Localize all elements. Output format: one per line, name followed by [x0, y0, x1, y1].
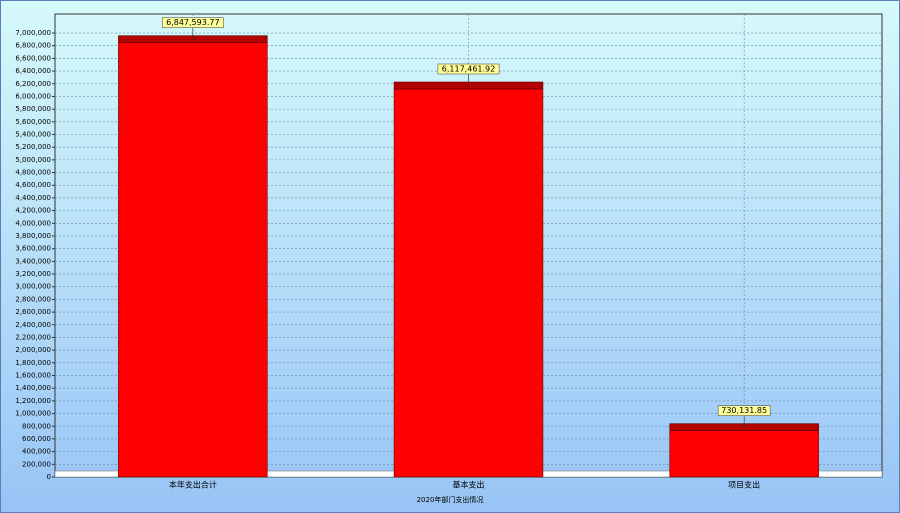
y-tick-label: 1,000,000	[15, 410, 51, 418]
y-tick-label: 1,800,000	[15, 359, 51, 367]
y-tick-label: 5,000,000	[15, 156, 51, 164]
y-tick-label: 3,400,000	[15, 257, 51, 265]
y-tick-label: 2,800,000	[15, 295, 51, 303]
y-tick-label: 3,800,000	[15, 232, 51, 240]
y-tick-label: 4,800,000	[15, 169, 51, 177]
y-tick-label: 5,200,000	[15, 143, 51, 151]
bar	[118, 42, 268, 478]
value-label-box	[161, 17, 224, 28]
y-tick-label: 4,200,000	[15, 207, 51, 215]
y-tick-label: 4,600,000	[15, 181, 51, 189]
chart-title: 2020年部门支出情况	[417, 495, 484, 504]
value-label: 6,117,461.92	[442, 65, 495, 74]
value-label: 730,131.85	[721, 406, 767, 415]
x-tick-label: 基本支出	[453, 480, 485, 490]
y-tick-label: 200,000	[22, 460, 51, 468]
y-tick-label: 0	[47, 473, 51, 481]
value-label-box	[437, 63, 500, 75]
bar	[393, 88, 544, 478]
x-tick-label: 本年支出合计	[169, 480, 217, 490]
y-tick-label: 400,000	[22, 448, 51, 456]
y-tick-label: 4,000,000	[15, 219, 51, 227]
x-tick-label: 项目支出	[728, 480, 760, 490]
y-tick-label: 800,000	[22, 422, 51, 430]
y-tick-label: 1,600,000	[15, 372, 51, 380]
y-tick-label: 2,200,000	[15, 333, 51, 341]
y-tick-label: 6,600,000	[15, 54, 51, 62]
bar	[669, 430, 819, 478]
y-tick-label: 4,400,000	[15, 194, 51, 202]
y-tick-label: 6,800,000	[15, 42, 51, 50]
y-tick-label: 5,800,000	[15, 105, 51, 113]
value-label-box	[717, 405, 771, 416]
value-label: 6,847,593.77	[166, 18, 219, 27]
y-tick-label: 1,200,000	[15, 397, 51, 405]
y-tick-label: 2,600,000	[15, 308, 51, 316]
y-tick-label: 7,000,000	[15, 29, 51, 37]
y-tick-label: 5,600,000	[15, 118, 51, 126]
y-tick-label: 3,600,000	[15, 245, 51, 253]
y-tick-label: 5,400,000	[15, 131, 51, 139]
y-tick-label: 600,000	[22, 435, 51, 443]
y-tick-label: 2,400,000	[15, 321, 51, 329]
y-tick-label: 2,000,000	[15, 346, 51, 354]
y-tick-label: 3,000,000	[15, 283, 51, 291]
y-tick-label: 1,400,000	[15, 384, 51, 392]
y-tick-label: 6,400,000	[15, 67, 51, 75]
y-tick-label: 3,200,000	[15, 270, 51, 278]
y-tick-label: 6,200,000	[15, 80, 51, 88]
y-tick-label: 6,000,000	[15, 92, 51, 100]
